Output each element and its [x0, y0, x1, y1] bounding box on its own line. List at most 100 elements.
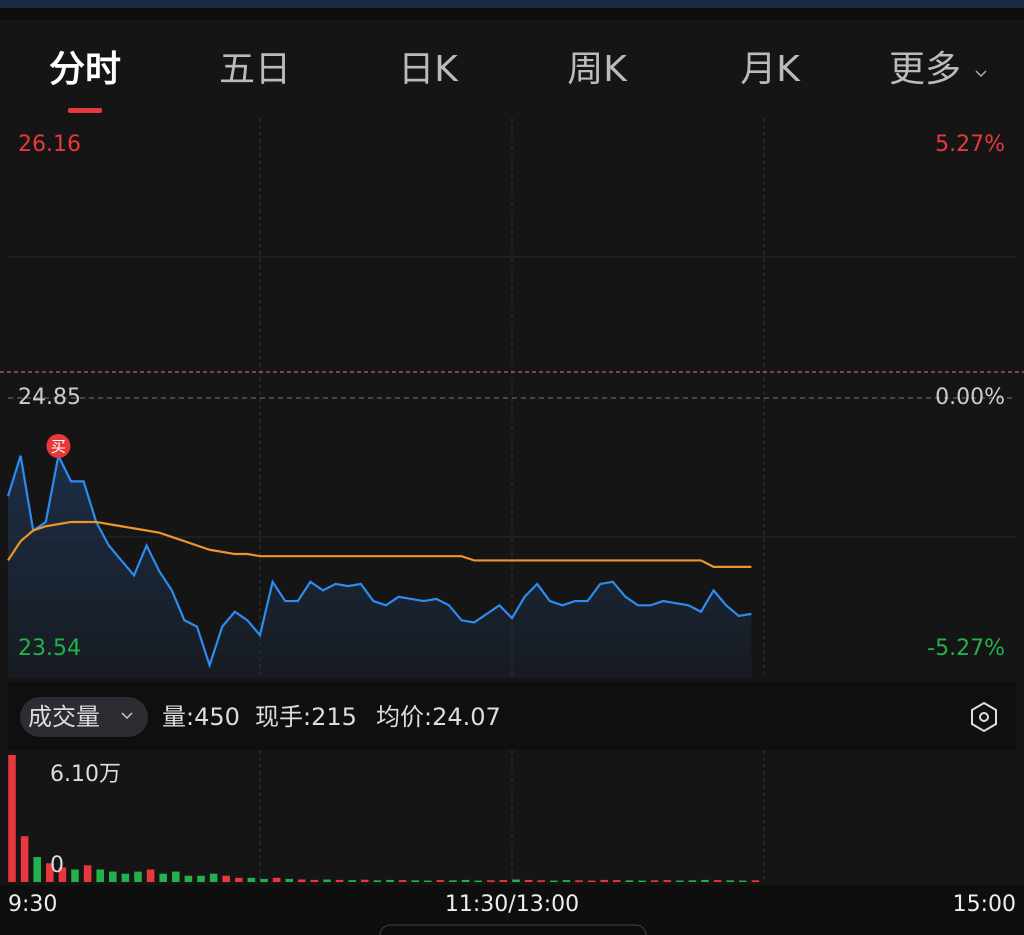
volume-bar	[272, 877, 281, 882]
volume-bar	[159, 873, 167, 882]
volume-bar	[146, 869, 155, 882]
volume-bar	[298, 879, 306, 882]
volume-bar	[499, 880, 508, 882]
volume-bar	[398, 880, 407, 882]
volume-bar	[424, 880, 432, 882]
volume-bar	[260, 878, 268, 882]
volume-bar	[335, 879, 344, 882]
volume-bar	[121, 873, 130, 882]
y2-tick-label: 0.00%	[935, 385, 1005, 410]
volume-bar	[235, 877, 243, 882]
volume-bar	[46, 863, 54, 882]
volume-bar	[109, 871, 117, 882]
average-line	[7, 520, 752, 568]
volume-bar	[638, 880, 646, 882]
volume-bar	[676, 880, 684, 882]
volume-bar	[83, 865, 92, 882]
x-axis-bar	[0, 885, 1024, 935]
under-layer	[8, 118, 1016, 882]
volume-bar	[688, 880, 697, 882]
volume-bar	[537, 880, 545, 882]
volume-bar	[310, 879, 319, 882]
price-area	[8, 455, 752, 678]
dropdown-arrow	[975, 70, 987, 78]
volume-bar	[172, 871, 180, 882]
volume-bar	[386, 879, 394, 882]
volume-bar	[8, 755, 16, 882]
hexagon	[971, 701, 997, 733]
tab[interactable]: 月K	[740, 49, 801, 90]
volume-bar	[33, 857, 41, 882]
volume-bar	[411, 880, 419, 882]
volume-bar	[575, 880, 583, 882]
pill-arrow	[121, 712, 133, 720]
annotation-dot	[46, 434, 71, 458]
tab[interactable]: 更多	[889, 49, 961, 90]
volume-bar	[449, 880, 457, 882]
price-line	[6, 452, 752, 669]
annotation-label: 买	[51, 438, 66, 456]
volume-bar	[751, 880, 760, 882]
tab[interactable]: 周K	[567, 49, 628, 90]
volume-bar	[587, 880, 596, 882]
vol-tick-label: 0	[50, 853, 64, 878]
y2-tick-label: -5.27%	[927, 636, 1005, 661]
volume-bar	[96, 869, 104, 882]
volume-bar	[474, 880, 482, 882]
volume-bar	[663, 880, 671, 882]
volume-bar	[184, 875, 193, 882]
volume-bar	[713, 880, 722, 882]
stat-text: 量:450	[162, 703, 240, 731]
tab[interactable]: 分时	[49, 49, 121, 90]
tab[interactable]: 日K	[398, 49, 459, 90]
volume-bar	[512, 879, 520, 882]
y2-tick-label: 5.27%	[935, 132, 1005, 157]
status-strip	[0, 0, 1024, 8]
hex-dot	[979, 712, 989, 722]
x-tick-label: 11:30/13:00	[445, 892, 579, 917]
volume-bar	[550, 880, 558, 882]
volume-bar	[461, 879, 470, 882]
volume-bar	[487, 880, 495, 882]
indicator-label: 成交量	[28, 703, 100, 731]
volume-bar	[134, 871, 142, 882]
x-tick-label: 9:30	[8, 892, 57, 917]
stat-text: 现手:215	[255, 703, 357, 731]
info-bar	[8, 682, 1016, 750]
y-tick-label: 24.85	[18, 385, 81, 410]
volume-bar	[726, 880, 734, 882]
volume-bar	[625, 880, 634, 882]
settings-icon[interactable]	[971, 701, 997, 733]
volume-bar	[739, 880, 747, 882]
top-strip	[0, 8, 1024, 20]
volume-bar	[701, 879, 709, 882]
volume-bar	[600, 879, 608, 882]
tab-underline	[68, 108, 102, 113]
y-tick-label: 26.16	[18, 132, 81, 157]
home-handle	[379, 924, 647, 935]
stat-text: 均价:24.07	[376, 703, 501, 731]
volume-bar	[285, 878, 293, 882]
y-tick-label: 23.54	[18, 636, 81, 661]
volume-bar	[562, 880, 571, 882]
volume-bar	[650, 880, 659, 882]
volume-bar	[348, 880, 356, 882]
indicator-pill[interactable]	[20, 697, 148, 737]
volume-bar	[323, 879, 331, 882]
tab[interactable]: 五日	[219, 49, 291, 90]
volume-bar	[20, 836, 29, 882]
volume-bar	[71, 869, 79, 882]
volume-bar	[58, 867, 67, 882]
vol-tick-label: 6.10万	[50, 762, 121, 787]
x-tick-label: 15:00	[953, 892, 1016, 917]
volume-bar	[436, 880, 445, 882]
volume-bar	[247, 877, 256, 882]
volume-bar	[222, 875, 230, 882]
volume-bar	[209, 873, 218, 882]
volume-bar	[524, 879, 533, 882]
volume-bar	[197, 875, 205, 882]
volume-bar	[373, 880, 382, 882]
volume-bar	[361, 879, 369, 882]
